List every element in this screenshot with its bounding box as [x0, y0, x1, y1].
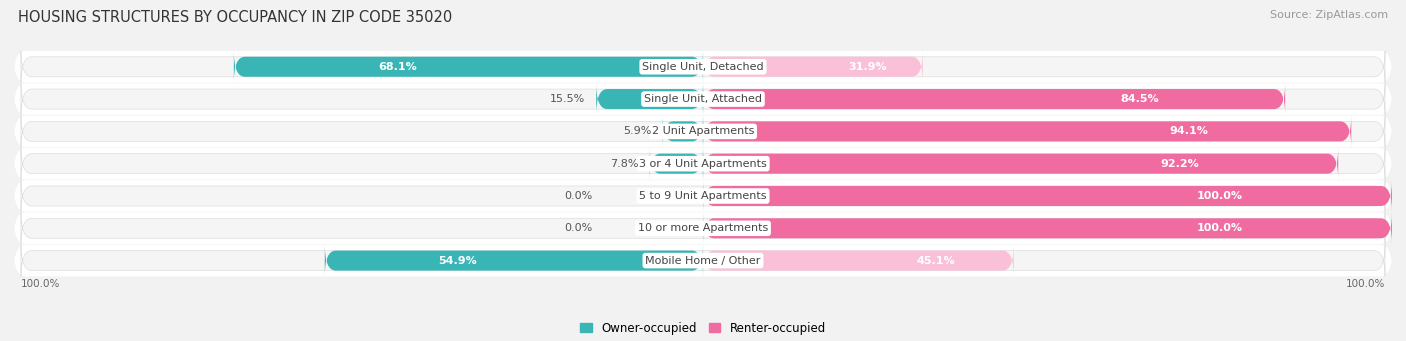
FancyBboxPatch shape: [14, 245, 1392, 277]
FancyBboxPatch shape: [21, 83, 1385, 115]
Text: 15.5%: 15.5%: [550, 94, 585, 104]
Text: 10 or more Apartments: 10 or more Apartments: [638, 223, 768, 233]
Text: 5 to 9 Unit Apartments: 5 to 9 Unit Apartments: [640, 191, 766, 201]
Text: 2 Unit Apartments: 2 Unit Apartments: [652, 127, 754, 136]
FancyBboxPatch shape: [662, 116, 703, 147]
Text: 100.0%: 100.0%: [1346, 279, 1385, 289]
FancyBboxPatch shape: [703, 148, 1339, 179]
FancyBboxPatch shape: [650, 148, 703, 179]
Text: 31.9%: 31.9%: [848, 62, 887, 72]
FancyBboxPatch shape: [14, 83, 1392, 115]
FancyBboxPatch shape: [14, 180, 1392, 212]
Text: 54.9%: 54.9%: [437, 256, 477, 266]
FancyBboxPatch shape: [21, 180, 1385, 212]
Text: 100.0%: 100.0%: [21, 279, 60, 289]
FancyBboxPatch shape: [703, 245, 1014, 277]
Text: 84.5%: 84.5%: [1121, 94, 1159, 104]
FancyBboxPatch shape: [21, 245, 1385, 277]
FancyBboxPatch shape: [703, 180, 1392, 212]
Text: 45.1%: 45.1%: [917, 256, 955, 266]
FancyBboxPatch shape: [21, 148, 1385, 179]
Text: 0.0%: 0.0%: [565, 223, 593, 233]
Legend: Owner-occupied, Renter-occupied: Owner-occupied, Renter-occupied: [579, 322, 827, 335]
Text: HOUSING STRUCTURES BY OCCUPANCY IN ZIP CODE 35020: HOUSING STRUCTURES BY OCCUPANCY IN ZIP C…: [18, 10, 453, 25]
FancyBboxPatch shape: [596, 83, 703, 115]
Text: 68.1%: 68.1%: [378, 62, 418, 72]
Text: Single Unit, Detached: Single Unit, Detached: [643, 62, 763, 72]
Text: 0.0%: 0.0%: [565, 191, 593, 201]
FancyBboxPatch shape: [21, 116, 1385, 147]
FancyBboxPatch shape: [703, 51, 922, 83]
Text: 3 or 4 Unit Apartments: 3 or 4 Unit Apartments: [640, 159, 766, 169]
Text: 100.0%: 100.0%: [1197, 223, 1243, 233]
FancyBboxPatch shape: [703, 212, 1392, 244]
FancyBboxPatch shape: [703, 116, 1351, 147]
Text: 94.1%: 94.1%: [1170, 127, 1209, 136]
Text: 5.9%: 5.9%: [623, 127, 651, 136]
FancyBboxPatch shape: [21, 51, 1385, 83]
Text: 100.0%: 100.0%: [1197, 191, 1243, 201]
Text: Source: ZipAtlas.com: Source: ZipAtlas.com: [1270, 10, 1388, 20]
Text: Single Unit, Attached: Single Unit, Attached: [644, 94, 762, 104]
FancyBboxPatch shape: [233, 51, 703, 83]
FancyBboxPatch shape: [14, 51, 1392, 83]
FancyBboxPatch shape: [703, 83, 1285, 115]
Text: 7.8%: 7.8%: [610, 159, 638, 169]
FancyBboxPatch shape: [14, 116, 1392, 147]
FancyBboxPatch shape: [325, 245, 703, 277]
Text: 92.2%: 92.2%: [1160, 159, 1199, 169]
Text: Mobile Home / Other: Mobile Home / Other: [645, 256, 761, 266]
FancyBboxPatch shape: [14, 148, 1392, 179]
FancyBboxPatch shape: [21, 212, 1385, 244]
FancyBboxPatch shape: [14, 212, 1392, 244]
